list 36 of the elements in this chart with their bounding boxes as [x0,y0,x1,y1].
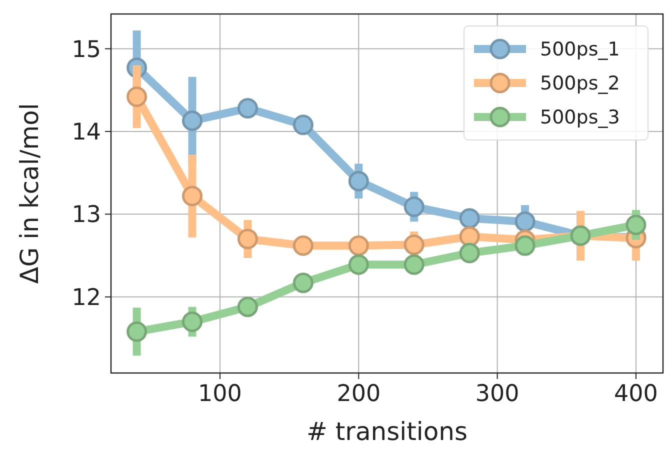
legend-label: 500ps_1 [540,38,620,61]
point [237,98,258,119]
point [626,214,646,236]
x-axis-title: # transitions [306,417,468,446]
point [292,114,314,136]
y-axis-title: ΔG in kcal/mol [15,103,44,284]
y-tick-label: 12 [72,284,101,311]
point [459,208,480,229]
point [514,211,536,232]
point [404,254,424,275]
x-tick-label: 400 [614,381,658,407]
point [292,272,314,294]
y-tick-label: 15 [72,36,101,63]
y-tick-label: 13 [72,202,101,228]
point [348,170,369,192]
point [348,235,369,256]
legend-label: 500ps_2 [540,72,620,95]
point [237,296,258,318]
legend-label: 500ps_3 [540,106,620,129]
point [126,321,148,342]
point [237,228,258,250]
x-tick-label: 100 [198,381,242,407]
point [404,234,424,256]
x-tick-label: 300 [475,381,520,407]
point [182,186,203,206]
point [348,254,369,275]
point [126,86,148,107]
y-tick-label: 14 [72,120,101,146]
point [292,235,314,256]
point [514,235,536,256]
point [459,226,480,247]
point [459,242,480,264]
point [182,110,203,131]
point [182,311,203,332]
x-tick-label: 200 [336,381,381,407]
point [404,196,424,217]
